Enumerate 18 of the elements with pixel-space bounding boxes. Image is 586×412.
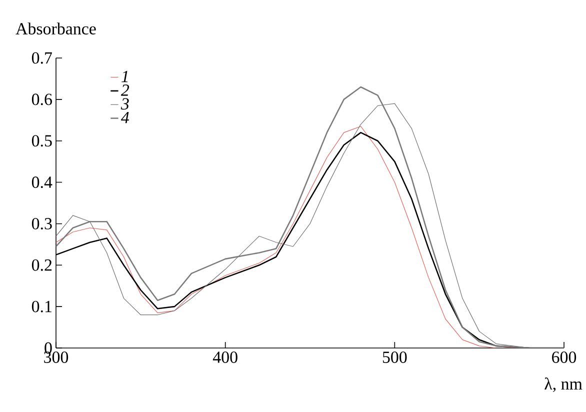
y-tick-label: 0 — [44, 342, 52, 354]
y-tick-label: 0.7 — [32, 52, 52, 64]
y-axis-title: Absorbance — [16, 22, 96, 34]
y-tick-label: 0.2 — [32, 259, 52, 271]
x-tick-label: 400 — [212, 352, 238, 363]
y-tick-label: 0.1 — [32, 300, 52, 312]
x-tick-label: 500 — [382, 352, 407, 363]
x-tick-label: 300 — [44, 352, 68, 363]
y-tick-label: 0.4 — [32, 176, 52, 188]
y-tick-label: 0.6 — [32, 94, 52, 106]
x-axis-title: λ, nm — [544, 378, 582, 392]
x-tick-label: 600 — [552, 352, 576, 363]
legend-label: 3 — [120, 98, 129, 110]
y-tick-label: 0.3 — [32, 218, 52, 230]
legend-label: 1 — [122, 70, 128, 82]
legend-label: 4 — [120, 112, 130, 124]
y-tick-label: 0.5 — [32, 135, 52, 147]
legend-label: 2 — [120, 84, 130, 96]
